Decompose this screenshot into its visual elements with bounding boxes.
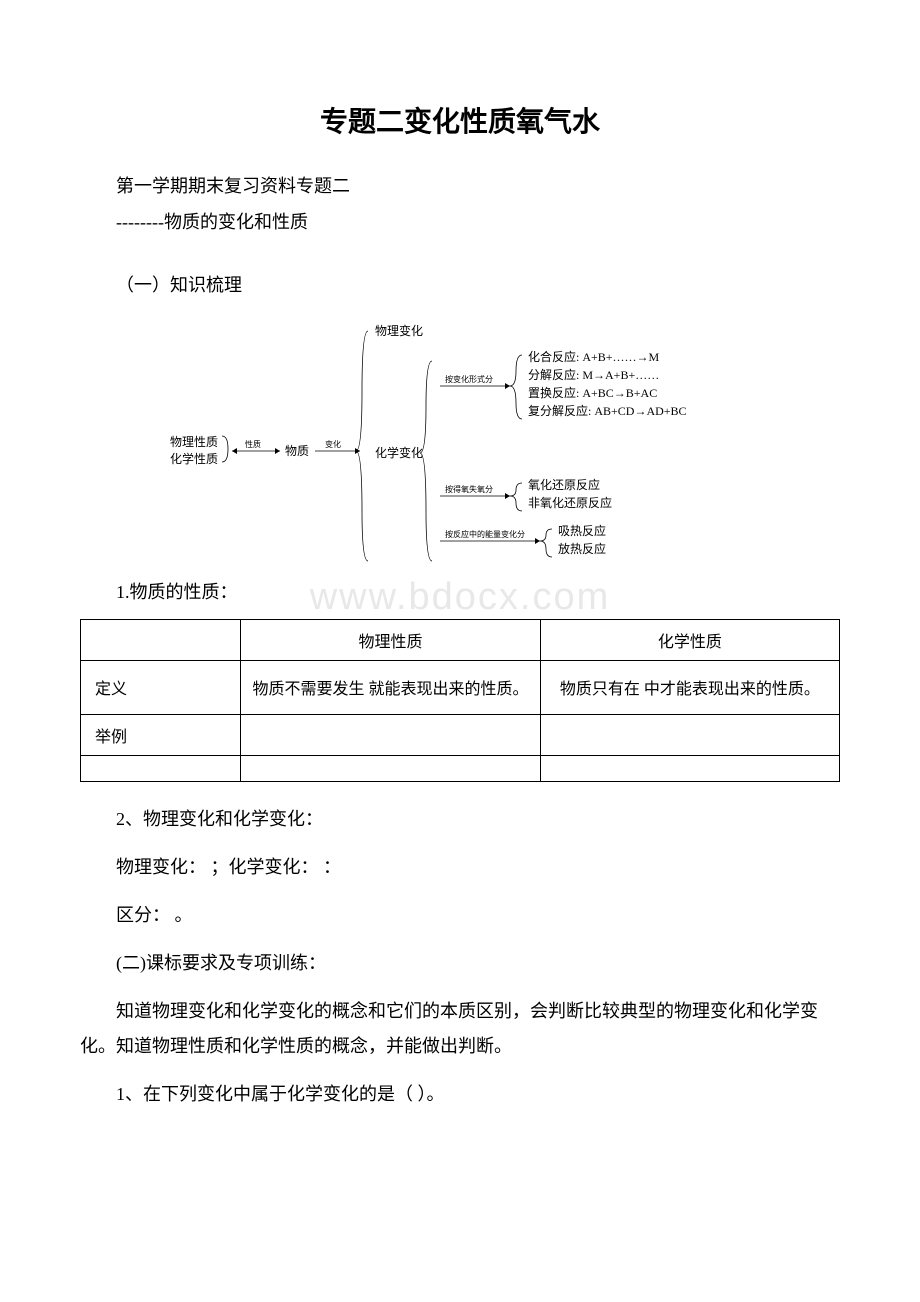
r2-c1 bbox=[241, 714, 540, 755]
arrow-left-head-r bbox=[275, 448, 280, 454]
diag-sub3-b: 放热反应 bbox=[558, 541, 606, 556]
point-2-label: 2、物理变化和化学变化： bbox=[80, 802, 840, 836]
diag-center: 物质 bbox=[285, 444, 309, 458]
brace-sub3 bbox=[540, 529, 552, 557]
concept-diagram: 物理性质 化学性质 性质 物质 变化 物理变化 化学变化 按变化形式分 化合反应… bbox=[80, 311, 840, 576]
arrow-sub3-head bbox=[535, 538, 540, 544]
table-row: 定义 物质不需要发生 就能表现出来的性质。 物质只有在 中才能表现出来的性质。 bbox=[81, 660, 840, 714]
diag-sub1-c: 置换反应: A+BC→B+AC bbox=[528, 385, 657, 400]
diag-sub1-a: 化合反应: A+B+……→M bbox=[528, 349, 660, 364]
section-2-heading: (二)课标要求及专项训练： bbox=[80, 946, 840, 980]
diag-center-arrow-label: 变化 bbox=[325, 439, 341, 449]
diagram-svg: 物理性质 化学性质 性质 物质 变化 物理变化 化学变化 按变化形式分 化合反应… bbox=[80, 311, 840, 571]
diag-sub1-b: 分解反应: M→A+B+…… bbox=[528, 367, 659, 382]
brace-main bbox=[356, 331, 368, 561]
th-c1: 物理性质 bbox=[241, 619, 540, 660]
diag-sub3-a: 吸热反应 bbox=[558, 523, 606, 538]
r3-label bbox=[81, 755, 241, 781]
brace-sub1 bbox=[510, 355, 522, 419]
diag-sub2-label: 按得氧失氧分 bbox=[445, 484, 493, 494]
intro-line-2: --------物质的变化和性质 bbox=[80, 206, 840, 238]
r1-c2: 物质只有在 中才能表现出来的性质。 bbox=[540, 660, 839, 714]
r3-c1 bbox=[241, 755, 540, 781]
diag-sub2-a: 氧化还原反应 bbox=[528, 477, 600, 492]
diag-left-item1: 物理性质 bbox=[170, 435, 218, 449]
point-2-line2: 区分： 。 bbox=[80, 898, 840, 932]
diag-branch-top: 物理变化 bbox=[375, 323, 423, 338]
diag-sub3-label: 按反应中的能量变化分 bbox=[445, 529, 525, 539]
diag-sub1-label: 按变化形式分 bbox=[445, 374, 493, 384]
r3-c2 bbox=[540, 755, 839, 781]
diag-sub2-b: 非氧化还原反应 bbox=[528, 495, 612, 510]
intro-line-1: 第一学期期末复习资料专题二 bbox=[80, 170, 840, 202]
arrow-left-head-l bbox=[232, 448, 237, 454]
table-row: 物理性质 化学性质 bbox=[81, 619, 840, 660]
diag-left-arrow-label: 性质 bbox=[245, 439, 261, 449]
properties-table: 物理性质 化学性质 定义 物质不需要发生 就能表现出来的性质。 物质只有在 中才… bbox=[80, 619, 840, 782]
brace-chem bbox=[420, 361, 432, 561]
point-2-line1: 物理变化： ；化学变化： ： bbox=[80, 850, 840, 884]
point-1-label: 1.物质的性质： bbox=[80, 576, 840, 608]
r1-c1: 物质不需要发生 就能表现出来的性质。 bbox=[241, 660, 540, 714]
diag-sub1-d: 复分解反应: AB+CD→AD+BC bbox=[528, 403, 687, 418]
th-blank bbox=[81, 619, 241, 660]
question-1: 1、在下列变化中属于化学变化的是（ ）。 bbox=[80, 1077, 840, 1111]
table-row: 举例 bbox=[81, 714, 840, 755]
table-row bbox=[81, 755, 840, 781]
diag-branch-bottom: 化学变化 bbox=[375, 445, 423, 460]
arrow-sub2-head bbox=[505, 493, 510, 499]
section-1-heading: （一）知识梳理 bbox=[80, 269, 840, 301]
desc-paragraph: 知道物理变化和化学变化的概念和它们的本质区别，会判断比较典型的物理变化和化学变化… bbox=[80, 994, 840, 1062]
diag-left-item2: 化学性质 bbox=[170, 451, 218, 466]
th-c2: 化学性质 bbox=[540, 619, 839, 660]
brace-sub2 bbox=[510, 483, 522, 511]
brace-left-close bbox=[222, 436, 228, 462]
arrow-center-head bbox=[355, 448, 360, 454]
r2-label: 举例 bbox=[81, 714, 241, 755]
r1-label: 定义 bbox=[81, 660, 241, 714]
r2-c2 bbox=[540, 714, 839, 755]
arrow-sub1-head bbox=[505, 383, 510, 389]
page-title: 专题二变化性质氧气水 bbox=[80, 100, 840, 140]
